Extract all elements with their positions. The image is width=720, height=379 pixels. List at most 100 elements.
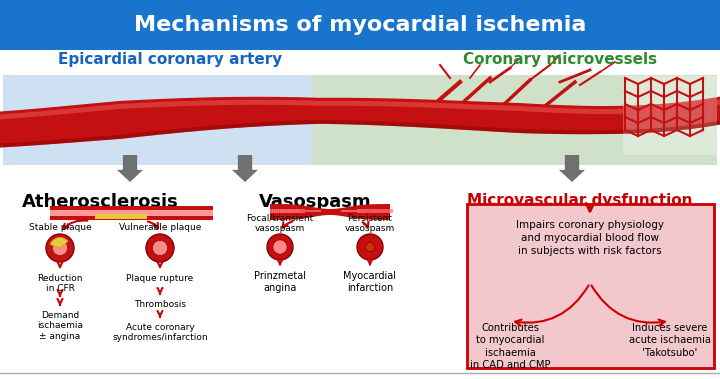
FancyArrowPatch shape [58, 299, 63, 305]
Bar [357, 210, 360, 213]
Bar [287, 209, 289, 213]
Bar [80, 206, 84, 220]
Bar [188, 206, 192, 220]
Bar [134, 206, 138, 220]
Bar [131, 206, 135, 220]
Bar [107, 206, 111, 220]
Ellipse shape [53, 240, 68, 256]
Text: Coronary microvessels: Coronary microvessels [463, 52, 657, 67]
Bar [288, 209, 291, 213]
Bar [50, 210, 54, 216]
Bar [95, 214, 99, 219]
Bar [284, 209, 287, 213]
Bar [317, 210, 319, 212]
Bar [206, 206, 210, 220]
Bar [65, 210, 69, 216]
Bar [191, 206, 195, 220]
Bar [122, 206, 126, 220]
Bar [0, 0, 720, 50]
FancyBboxPatch shape [467, 204, 714, 368]
Bar [71, 206, 75, 220]
Bar [623, 76, 717, 155]
Text: Focal/transient
vasospasm: Focal/transient vasospasm [246, 214, 314, 233]
Bar [361, 209, 364, 213]
Bar [98, 210, 102, 216]
Bar [170, 210, 174, 216]
Bar [380, 209, 382, 213]
Bar [388, 209, 390, 213]
Bar [374, 209, 377, 213]
Bar [137, 214, 141, 219]
FancyArrowPatch shape [362, 222, 369, 227]
Bar [116, 206, 120, 220]
Bar [80, 210, 84, 216]
Bar [161, 206, 165, 220]
Text: Persistent
vasospasm: Persistent vasospasm [345, 214, 395, 233]
Bar [274, 209, 276, 213]
Ellipse shape [357, 234, 383, 260]
FancyArrowPatch shape [367, 259, 372, 265]
Polygon shape [0, 120, 720, 147]
Bar [305, 210, 307, 212]
Bar [149, 206, 153, 220]
Bar [176, 206, 180, 220]
Bar [173, 206, 177, 220]
Bar [119, 210, 123, 216]
Bar [315, 210, 318, 212]
Bar [270, 209, 272, 213]
Bar [176, 210, 180, 216]
Text: Contributes
to myocardial
ischaemia
in CAD and CMP: Contributes to myocardial ischaemia in C… [469, 323, 550, 370]
Bar [272, 209, 274, 213]
Bar [382, 209, 384, 213]
Text: Prinzmetal
angina: Prinzmetal angina [254, 271, 306, 293]
Text: Thrombosis: Thrombosis [134, 300, 186, 309]
Bar [356, 210, 358, 212]
Bar [95, 210, 99, 216]
Polygon shape [559, 155, 585, 182]
Bar [119, 206, 123, 220]
Bar [140, 206, 144, 220]
Bar [364, 209, 366, 213]
Bar [155, 210, 159, 216]
Bar [122, 214, 126, 219]
Bar [167, 206, 171, 220]
Text: Vasospasm: Vasospasm [258, 193, 372, 211]
Bar [104, 210, 108, 216]
Bar [56, 206, 60, 220]
Bar [161, 210, 165, 216]
Bar [131, 214, 135, 219]
Bar [366, 209, 368, 213]
Bar [309, 210, 311, 212]
Bar [62, 206, 66, 220]
Bar [167, 210, 171, 216]
Bar [321, 210, 323, 211]
Bar [354, 210, 356, 212]
Bar [119, 214, 123, 219]
Bar [197, 210, 201, 216]
Bar [98, 206, 102, 220]
Bar [77, 210, 81, 216]
Bar [310, 210, 313, 212]
Bar [128, 214, 132, 219]
Bar [349, 210, 352, 212]
Text: Acute coronary
syndromes/infarction: Acute coronary syndromes/infarction [112, 323, 208, 342]
Bar [56, 210, 60, 216]
Bar [351, 210, 354, 212]
FancyArrowPatch shape [591, 285, 665, 326]
Bar [59, 206, 63, 220]
Bar [179, 210, 183, 216]
Bar [158, 210, 162, 216]
Bar [137, 206, 141, 220]
Bar [122, 210, 126, 216]
Bar [77, 206, 81, 220]
Bar [194, 210, 198, 216]
Polygon shape [117, 155, 143, 182]
Bar [197, 206, 201, 220]
Bar [341, 210, 343, 211]
Bar [312, 210, 315, 212]
Bar [146, 210, 150, 216]
Bar [110, 206, 114, 220]
Bar [191, 210, 195, 216]
Text: Stable plaque: Stable plaque [29, 223, 91, 232]
Ellipse shape [46, 234, 74, 262]
